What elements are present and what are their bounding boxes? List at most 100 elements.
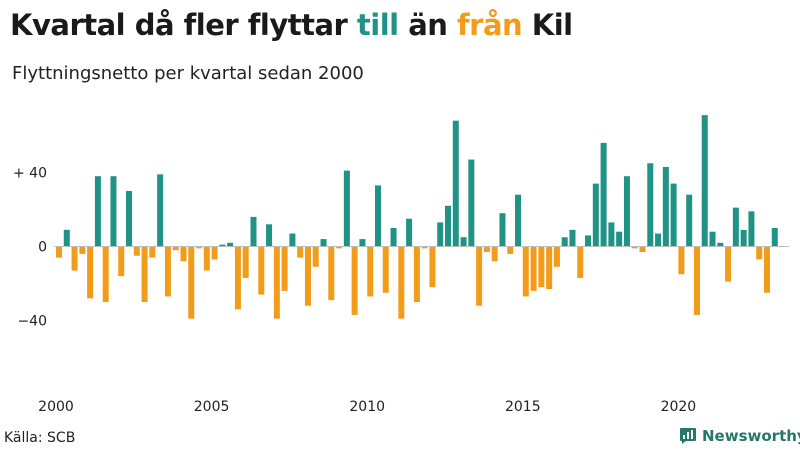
data-bar (133, 246, 140, 256)
data-bar (390, 228, 397, 247)
data-bar (732, 207, 739, 247)
data-bar (63, 229, 70, 247)
y-tick-label: + 40 (13, 166, 47, 182)
x-tick-label: 2000 (38, 399, 74, 415)
data-bar (569, 229, 576, 247)
data-bar (437, 222, 444, 247)
data-bar (234, 246, 241, 310)
x-tick-label: 2015 (505, 399, 541, 415)
data-bar (367, 246, 374, 297)
data-bar (538, 246, 545, 288)
data-bar (468, 159, 475, 247)
data-bar (647, 163, 654, 247)
title-in-word: till (356, 8, 399, 42)
data-bar (297, 246, 304, 258)
data-bar (118, 246, 125, 277)
data-bar (141, 246, 148, 302)
data-bar (312, 246, 319, 267)
data-bar (748, 211, 755, 247)
x-tick-label: 2020 (661, 399, 697, 415)
data-bar (94, 176, 101, 247)
data-bar (304, 246, 311, 306)
data-bar (374, 185, 381, 247)
brand-name: Newsworthy (702, 427, 800, 445)
data-bar (188, 246, 195, 319)
brand-logo: Newsworthy (679, 427, 800, 445)
data-bar (157, 174, 164, 247)
data-bar (102, 246, 109, 302)
data-bar (110, 176, 117, 247)
data-bar (242, 246, 249, 278)
data-bar (149, 246, 156, 258)
data-bar (709, 231, 716, 247)
data-bar (701, 115, 708, 247)
chart-title: Kvartal då fler flyttar till än från Kil (10, 8, 573, 42)
data-bar (258, 246, 265, 295)
data-bar (491, 246, 498, 262)
data-bar (452, 120, 459, 247)
data-bar (717, 242, 724, 247)
data-bar (351, 246, 358, 315)
data-bar (608, 222, 615, 247)
data-bar (763, 246, 770, 293)
data-bar (600, 142, 607, 247)
data-bar (164, 246, 171, 297)
data-bar (203, 246, 210, 271)
data-bar (211, 246, 218, 260)
data-bar (336, 246, 343, 249)
data-bar (343, 170, 350, 247)
y-tick-label: −40 (17, 314, 47, 330)
data-bar (266, 224, 273, 247)
data-bar (219, 244, 226, 247)
data-bar (678, 246, 685, 275)
data-bar (172, 246, 179, 251)
x-tick-label: 2010 (349, 399, 385, 415)
data-bar (421, 246, 428, 249)
data-bar (592, 183, 599, 247)
chart-subtitle: Flyttningsnetto per kvartal sedan 2000 (12, 63, 364, 84)
data-bar (196, 246, 203, 249)
data-bar (476, 246, 483, 306)
data-bar (507, 246, 514, 254)
data-bar (483, 246, 490, 253)
data-bar (445, 205, 451, 247)
source-note: Källa: SCB (4, 430, 76, 446)
data-bar (623, 176, 630, 247)
data-bar (662, 166, 669, 247)
data-bar (87, 246, 94, 299)
data-bar (740, 229, 747, 247)
data-bar (359, 239, 366, 247)
title-part-1: Kvartal då fler flyttar (10, 8, 357, 42)
data-bar (460, 237, 467, 247)
data-bar (771, 228, 778, 247)
data-bar (429, 246, 436, 288)
data-bar (756, 246, 763, 260)
data-bar (530, 246, 537, 291)
data-bar (522, 246, 529, 297)
data-bar (56, 246, 62, 258)
data-bar (561, 237, 568, 247)
data-bar (413, 246, 420, 302)
data-bar (328, 246, 335, 301)
data-bar (686, 194, 693, 247)
data-bar (126, 191, 133, 247)
data-bar (546, 246, 553, 290)
data-bar (693, 246, 700, 315)
data-bar (515, 194, 522, 247)
data-bar (577, 246, 584, 278)
x-tick-label: 2005 (194, 399, 230, 415)
data-bar (631, 246, 638, 249)
data-bar (382, 246, 389, 293)
data-bar (398, 246, 405, 319)
data-bar (670, 183, 677, 247)
data-bar (281, 246, 288, 291)
data-bar (71, 246, 78, 271)
data-bar (499, 213, 506, 247)
data-bar (406, 218, 413, 247)
data-bar (180, 246, 187, 262)
data-bar (655, 233, 662, 247)
title-part-2: än (398, 8, 458, 42)
data-bar (227, 242, 234, 247)
data-bar (273, 246, 280, 319)
